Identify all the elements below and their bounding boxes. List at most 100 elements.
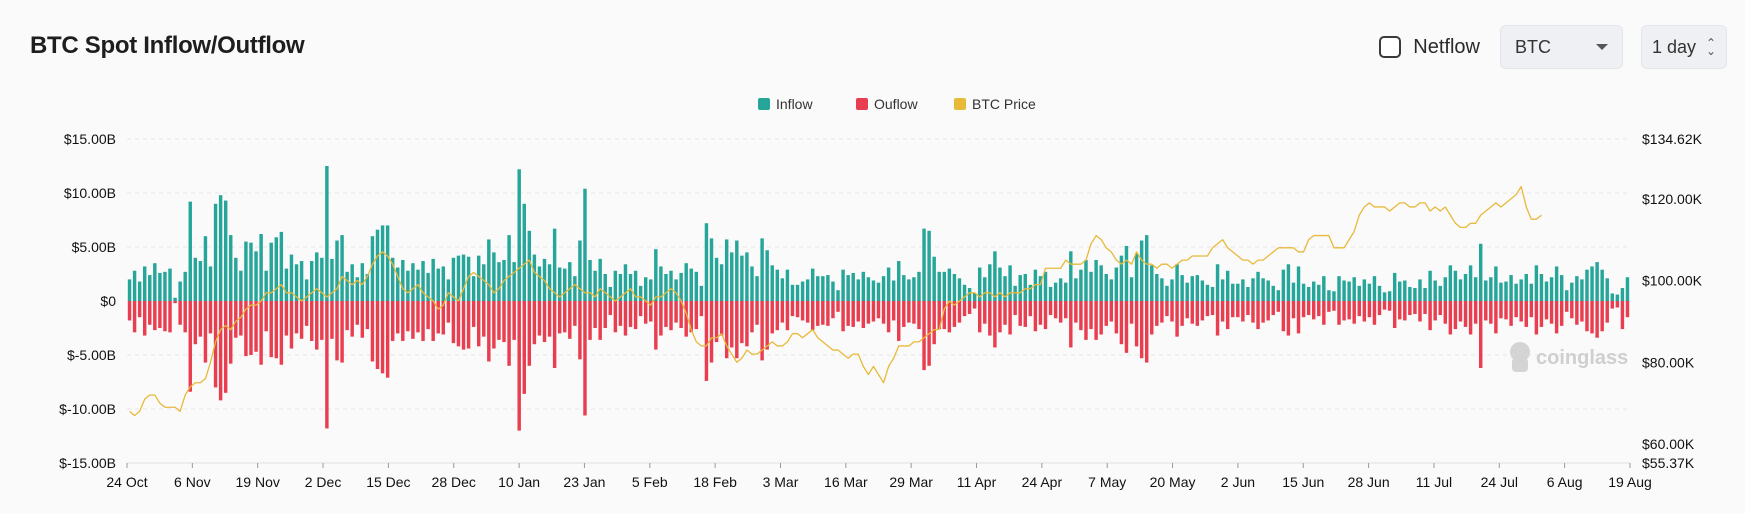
inflow-bar	[1276, 290, 1281, 301]
inflow-bar	[1620, 288, 1625, 301]
outflow-bar	[1064, 301, 1068, 319]
outflow-bar	[1215, 301, 1220, 336]
inflow-bar	[1205, 284, 1210, 301]
inflow-bar	[431, 258, 435, 301]
outflow-bar	[836, 301, 840, 312]
outflow-bar	[1458, 301, 1463, 322]
inflow-bar	[537, 266, 542, 301]
inflow-bar	[234, 257, 238, 301]
outflow-bar	[436, 301, 440, 334]
inflow-bar	[213, 203, 218, 301]
outflow-bar	[1544, 301, 1549, 320]
outflow-bar	[451, 301, 456, 344]
outflow-bar	[578, 301, 582, 360]
outflow-bar	[249, 301, 253, 355]
outflow-bar	[320, 301, 324, 340]
left-tick-label: $-15.00B	[59, 455, 116, 471]
outflow-bar	[309, 301, 314, 341]
legend-swatch-1	[856, 98, 868, 110]
inflow-bar	[810, 268, 815, 301]
outflow-bar	[669, 301, 673, 331]
x-tick-label: 6 Aug	[1547, 474, 1583, 490]
inflow-bar	[244, 241, 248, 301]
outflow-bar	[148, 301, 152, 325]
inflow-bar	[1119, 255, 1124, 301]
inflow-bar	[730, 252, 734, 301]
outflow-bar	[1074, 301, 1078, 323]
inflow-bar	[993, 251, 997, 301]
x-tick-label: 23 Jan	[563, 474, 605, 490]
outflow-bar	[1398, 301, 1402, 320]
bars	[127, 166, 1630, 431]
outflow-bar	[1382, 301, 1387, 310]
inflow-bar	[436, 268, 440, 301]
inflow-bar	[790, 284, 795, 301]
outflow-bar	[800, 301, 805, 321]
outflow-bar	[1134, 301, 1139, 347]
inflow-bar	[623, 264, 628, 301]
outflow-bar	[942, 301, 947, 330]
inflow-bar	[1433, 280, 1437, 301]
inflow-bar	[1231, 283, 1235, 301]
inflow-bar	[1241, 279, 1245, 301]
inflow-bar	[1332, 291, 1336, 301]
inflow-bar	[1519, 279, 1523, 301]
price-line	[129, 185, 1542, 417]
x-tick-label: 29 Mar	[889, 474, 933, 490]
outflow-bar	[507, 301, 511, 366]
outflow-bar	[932, 301, 936, 345]
inflow-bar	[1458, 279, 1463, 301]
inflow-bar	[1286, 264, 1291, 301]
netflow-checkbox[interactable]	[1379, 36, 1402, 58]
inflow-bar	[1352, 277, 1356, 301]
coin-select[interactable]: BTC	[1500, 25, 1623, 69]
outflow-bar	[1281, 301, 1286, 332]
netflow-toggle[interactable]: Netflow	[1379, 36, 1480, 59]
inflow-bar	[775, 269, 780, 301]
inflow-bar	[724, 239, 729, 301]
inflow-bar	[1534, 265, 1539, 301]
inflow-bar	[345, 271, 349, 301]
outflow-bar	[132, 301, 137, 333]
outflow-bar	[1109, 301, 1114, 322]
inflow-bar	[1418, 279, 1422, 301]
outflow-bar	[1559, 301, 1564, 326]
inflow-bar	[957, 278, 962, 301]
outflow-bar	[679, 301, 683, 328]
inflow-bar	[1190, 276, 1194, 301]
inflow-bar	[563, 268, 567, 301]
outflow-bar	[330, 301, 334, 339]
inflow-bar	[1048, 286, 1053, 301]
outflow-bar	[1246, 301, 1250, 316]
inflow-bar	[1165, 285, 1169, 301]
inflow-bar	[1367, 283, 1372, 301]
inflow-bar	[1018, 275, 1022, 301]
inflow-bar	[593, 270, 597, 301]
outflow-bar	[1478, 301, 1483, 368]
outflow-bar	[390, 301, 395, 341]
outflow-bar	[1266, 301, 1270, 321]
outflow-bar	[547, 301, 552, 337]
inflow-bar	[1514, 283, 1518, 301]
inflow-bar	[552, 228, 557, 301]
inflow-bar	[891, 280, 896, 301]
outflow-bar	[1575, 301, 1579, 325]
right-tick-label: $100.00K	[1642, 273, 1703, 289]
inflow-bar	[897, 261, 901, 301]
inflow-bar	[583, 188, 587, 301]
x-tick-label: 28 Jun	[1348, 474, 1390, 490]
inflow-bar	[203, 236, 208, 301]
inflow-bar	[451, 257, 456, 301]
outflow-bar	[304, 301, 309, 326]
outflow-bar	[765, 301, 769, 350]
outflow-bar	[1403, 301, 1407, 321]
inflow-bar	[689, 268, 693, 301]
outflow-bar	[689, 301, 693, 333]
outflow-bar	[1084, 301, 1088, 340]
outflow-bar	[1438, 301, 1442, 316]
outflow-bar	[654, 301, 658, 350]
outflow-bar	[1069, 301, 1073, 348]
interval-select[interactable]: 1 day ⌃ ⌄	[1641, 25, 1727, 69]
outflow-bar	[957, 301, 962, 323]
outflow-bar	[1185, 301, 1189, 319]
